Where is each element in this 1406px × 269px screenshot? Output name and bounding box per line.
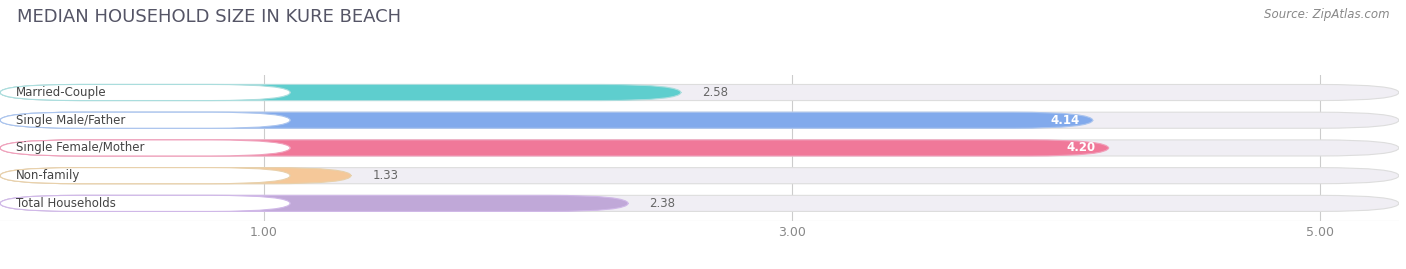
FancyBboxPatch shape — [0, 195, 1399, 211]
Text: 2.38: 2.38 — [650, 197, 675, 210]
Text: 1.33: 1.33 — [373, 169, 398, 182]
FancyBboxPatch shape — [0, 168, 291, 184]
FancyBboxPatch shape — [0, 112, 291, 128]
Text: Single Female/Mother: Single Female/Mother — [15, 141, 145, 154]
Text: MEDIAN HOUSEHOLD SIZE IN KURE BEACH: MEDIAN HOUSEHOLD SIZE IN KURE BEACH — [17, 8, 401, 26]
FancyBboxPatch shape — [0, 140, 291, 156]
Text: Total Households: Total Households — [15, 197, 115, 210]
FancyBboxPatch shape — [0, 84, 291, 101]
FancyBboxPatch shape — [0, 168, 1399, 184]
FancyBboxPatch shape — [0, 195, 628, 211]
FancyBboxPatch shape — [0, 84, 681, 101]
FancyBboxPatch shape — [0, 112, 1092, 128]
FancyBboxPatch shape — [0, 84, 1399, 101]
Text: Non-family: Non-family — [15, 169, 80, 182]
FancyBboxPatch shape — [0, 140, 1108, 156]
Text: Single Male/Father: Single Male/Father — [15, 114, 125, 127]
FancyBboxPatch shape — [0, 168, 352, 184]
Text: 4.14: 4.14 — [1050, 114, 1080, 127]
FancyBboxPatch shape — [0, 195, 291, 211]
FancyBboxPatch shape — [0, 140, 1399, 156]
Text: 4.20: 4.20 — [1066, 141, 1095, 154]
Text: Source: ZipAtlas.com: Source: ZipAtlas.com — [1264, 8, 1389, 21]
Text: Married-Couple: Married-Couple — [15, 86, 107, 99]
Text: 2.58: 2.58 — [702, 86, 728, 99]
FancyBboxPatch shape — [0, 112, 1399, 128]
